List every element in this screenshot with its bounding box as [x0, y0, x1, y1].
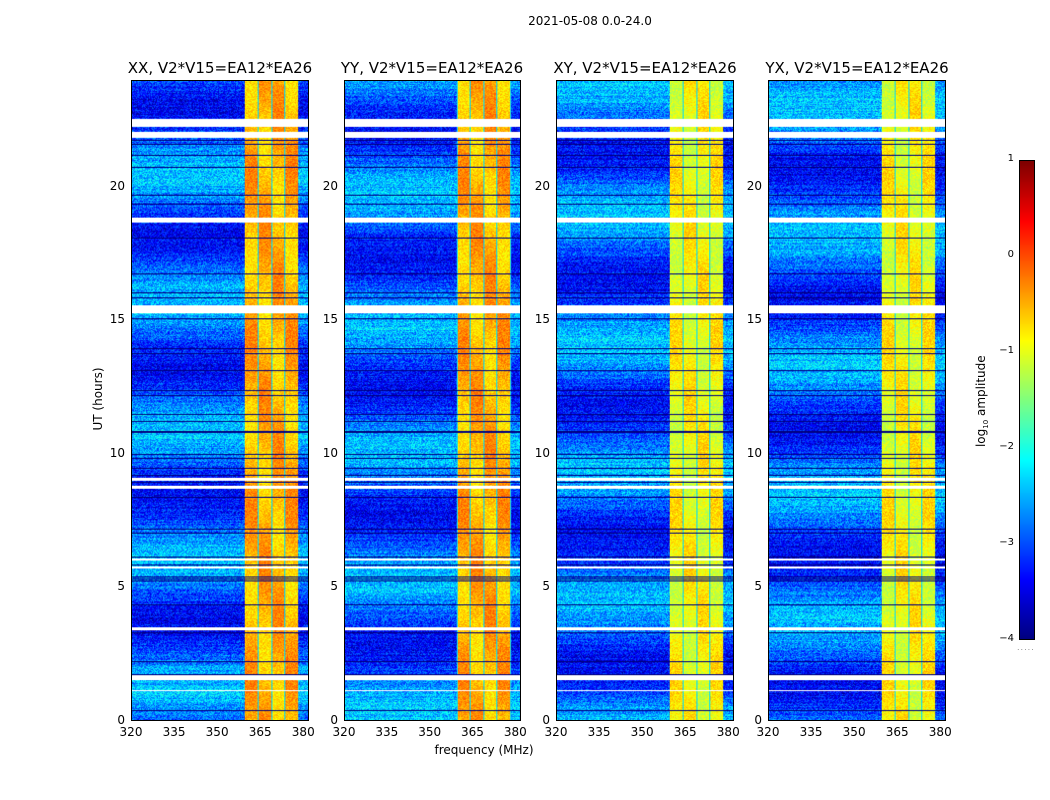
x-tick-label: 350 — [842, 725, 866, 739]
colorbar-label-rest: amplitude — [973, 355, 988, 420]
y-tick-label: 5 — [117, 579, 125, 594]
y-tick-label: 20 — [534, 178, 550, 193]
colorbar — [1019, 160, 1035, 640]
x-tick-label: 350 — [630, 725, 654, 739]
y-tick-label: 20 — [746, 178, 762, 193]
colorbar-label-sub: 10 — [982, 419, 991, 429]
x-tick-label: 365 — [461, 725, 484, 739]
y-tick-label: 15 — [534, 312, 550, 327]
y-tick-label: 10 — [322, 445, 338, 460]
x-tick-label: 365 — [248, 725, 272, 739]
x-tick-label: 365 — [885, 725, 909, 739]
y-tick-label: 0 — [754, 713, 762, 727]
colorbar-tick-label: −3 — [999, 537, 1014, 548]
figure-suptitle: 2021-05-08 0.0-24.0 — [528, 14, 652, 28]
panel-title-yy: YY, V2*V15=EA12*EA26 — [340, 59, 524, 77]
x-tick-label: 365 — [673, 725, 697, 739]
y-tick-label: 15 — [322, 312, 338, 327]
colorbar-label-log: log — [973, 428, 988, 448]
x-tick-label: 320 — [119, 725, 143, 739]
y-tick-label: 10 — [109, 445, 125, 460]
heatmap-panel-yy — [344, 80, 521, 721]
x-tick-label: 380 — [928, 725, 952, 739]
y-tick-label: 20 — [109, 178, 125, 193]
heatmap-panel-xy — [556, 80, 734, 721]
colorbar-tick-label: 0 — [1007, 249, 1014, 260]
x-tick-label: 335 — [375, 725, 399, 739]
panel-title-yx: YX, V2*V15=EA12*EA26 — [765, 59, 949, 77]
y-tick-label: 10 — [534, 445, 550, 460]
x-tick-label: 335 — [587, 725, 611, 739]
x-tick-label: 320 — [756, 725, 780, 739]
y-tick-label: 10 — [746, 445, 762, 460]
colorbar-tick-label: −2 — [999, 441, 1014, 452]
x-tick-label: 380 — [503, 725, 527, 739]
colorbar-tick-label: −1 — [999, 345, 1014, 356]
heatmap-panel-yx — [768, 80, 946, 721]
x-tick-label: 335 — [799, 725, 823, 739]
colorbar-label: log10 amplitude — [974, 341, 990, 461]
y-tick-label: 5 — [542, 579, 550, 594]
x-tick-label: 350 — [205, 725, 229, 739]
panel-title-xy: XY, V2*V15=EA12*EA26 — [553, 59, 737, 77]
y-tick-label: 5 — [330, 579, 338, 594]
x-axis-label: frequency (MHz) — [434, 743, 534, 757]
x-tick-label: 320 — [544, 725, 568, 739]
y-tick-label: 5 — [754, 579, 762, 594]
x-tick-label: 320 — [332, 725, 356, 739]
x-tick-label: 380 — [291, 725, 315, 739]
y-tick-label: 0 — [542, 713, 550, 727]
y-tick-label: 20 — [322, 178, 338, 193]
y-tick-label: 0 — [117, 713, 125, 727]
y-tick-label: 0 — [330, 713, 338, 727]
x-tick-label: 380 — [716, 725, 740, 739]
panel-title-xx: XX, V2*V15=EA12*EA26 — [127, 59, 313, 77]
y-axis-label: UT (hours) — [91, 367, 105, 431]
colorbar-tick-label: −4 — [999, 633, 1014, 644]
heatmap-panel-xx — [131, 80, 309, 721]
x-tick-label: 350 — [418, 725, 442, 739]
colorbar-extend-marker: ..... — [1017, 643, 1035, 652]
y-tick-label: 15 — [746, 312, 762, 327]
colorbar-tick-label: 1 — [1007, 153, 1014, 164]
y-tick-label: 15 — [109, 312, 125, 327]
x-tick-label: 335 — [162, 725, 186, 739]
